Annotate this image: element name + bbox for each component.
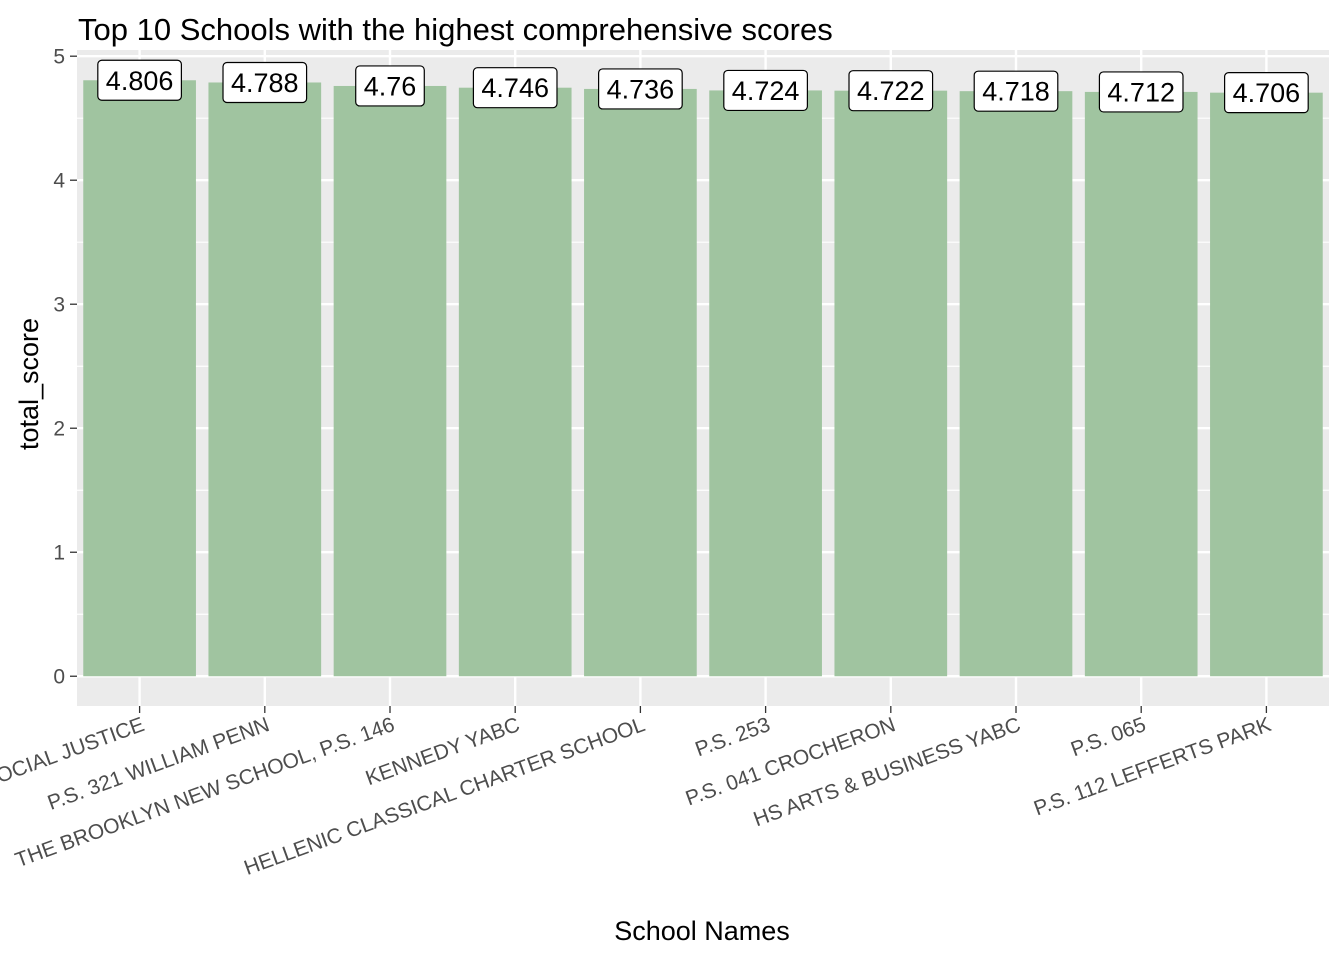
data-label: 4.806: [97, 59, 182, 101]
data-label-text: 4.706: [1233, 78, 1301, 108]
data-label-box: [1098, 71, 1184, 113]
data-label-text: 4.736: [607, 74, 675, 104]
y-tick-label: 3: [53, 294, 65, 317]
data-label-text: 4.806: [106, 66, 174, 96]
data-label: 4.706: [1224, 72, 1309, 114]
x-tick-label: P.S. 253: [692, 713, 773, 761]
data-label-box: [723, 69, 808, 112]
data-label: 4.712: [1098, 71, 1184, 113]
data-label-box: [472, 67, 558, 109]
y-tick-label: 1: [53, 542, 65, 565]
data-labels: 4.806 4.788 4.76 4.746 4.736 4.724 4.722 4.718 4…: [97, 59, 1309, 114]
bar: [83, 80, 196, 677]
bar: [959, 91, 1073, 677]
data-label-text: 4.724: [732, 76, 800, 106]
x-axis-title: School Names: [614, 916, 790, 946]
y-axis-title: total_score: [14, 318, 44, 450]
data-label-box: [848, 70, 934, 112]
x-tick-label: P.S. 065: [1068, 713, 1149, 761]
data-label-text: 4.722: [857, 76, 925, 106]
data-label-text: 4.718: [982, 77, 1050, 107]
data-label: 4.722: [848, 70, 934, 112]
chart-title: Top 10 Schools with the highest comprehe…: [78, 12, 833, 47]
data-label-box: [222, 61, 308, 104]
data-label: 4.718: [973, 70, 1059, 112]
y-tick-label: 2: [53, 418, 65, 441]
bar: [1084, 91, 1198, 677]
data-label-text: 4.788: [231, 68, 299, 98]
data-label-box: [598, 68, 683, 110]
data-label: 4.736: [598, 68, 683, 110]
bar: [458, 87, 572, 677]
bar: [333, 85, 447, 677]
bar: [834, 90, 948, 677]
bar: [1210, 92, 1323, 677]
bars: [83, 80, 1323, 677]
y-axis: 0 1 2 3 4 5: [53, 46, 77, 689]
data-label: 4.724: [723, 69, 808, 112]
y-tick-label: 5: [53, 46, 65, 69]
data-label-box: [355, 65, 425, 107]
data-label: 4.746: [472, 67, 558, 109]
data-label-text: 4.712: [1107, 77, 1175, 107]
bar: [208, 82, 322, 677]
data-label: 4.76: [355, 65, 425, 107]
x-tick-label: P.S. 112 LEFFERTS PARK: [1031, 713, 1274, 820]
data-label-text: 4.76: [364, 71, 417, 101]
data-label: 4.788: [222, 61, 308, 104]
data-label-box: [1224, 72, 1309, 114]
bar: [709, 90, 822, 677]
data-label-box: [973, 70, 1059, 112]
data-label-box: [97, 59, 182, 101]
bar: [584, 88, 697, 677]
y-tick-label: 4: [53, 170, 65, 193]
y-tick-label: 0: [53, 666, 65, 689]
data-label-text: 4.746: [481, 73, 549, 103]
